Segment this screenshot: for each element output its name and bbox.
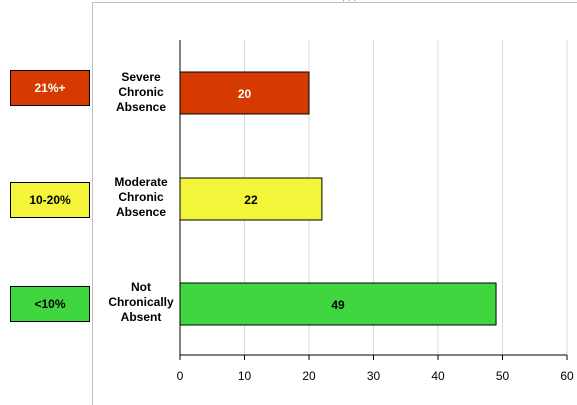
x-tick-label: 60 <box>560 369 574 383</box>
bar <box>179 282 497 326</box>
bar <box>179 71 310 115</box>
x-tick-label: 10 <box>238 369 252 383</box>
category-label-not-absent: Not Chronically Absent <box>108 280 174 324</box>
chart-frame <box>92 2 577 405</box>
x-tick-label: 0 <box>177 369 184 383</box>
category-label-moderate: Moderate Chronic Absence <box>114 175 168 219</box>
badge-not-absent: <10% <box>10 286 90 322</box>
bars: 20 22 49 <box>179 71 497 326</box>
axes: 0 10 20 30 40 50 60 <box>177 40 574 383</box>
bar-value-label: 20 <box>238 87 252 101</box>
bar-value-label: 22 <box>244 193 258 207</box>
bar-value-label: 49 <box>331 298 345 312</box>
category-label-severe: Severe Chronic Absence <box>115 70 167 114</box>
x-tick-label: 20 <box>302 369 316 383</box>
bar <box>179 177 323 221</box>
x-tick-label: 50 <box>496 369 510 383</box>
x-tick-label: 30 <box>367 369 381 383</box>
badge-moderate: 10-20% <box>10 182 90 218</box>
badge-severe: 21%+ <box>10 70 90 106</box>
header-fragment: … , , , <box>330 0 357 3</box>
x-tick-label: 40 <box>431 369 445 383</box>
